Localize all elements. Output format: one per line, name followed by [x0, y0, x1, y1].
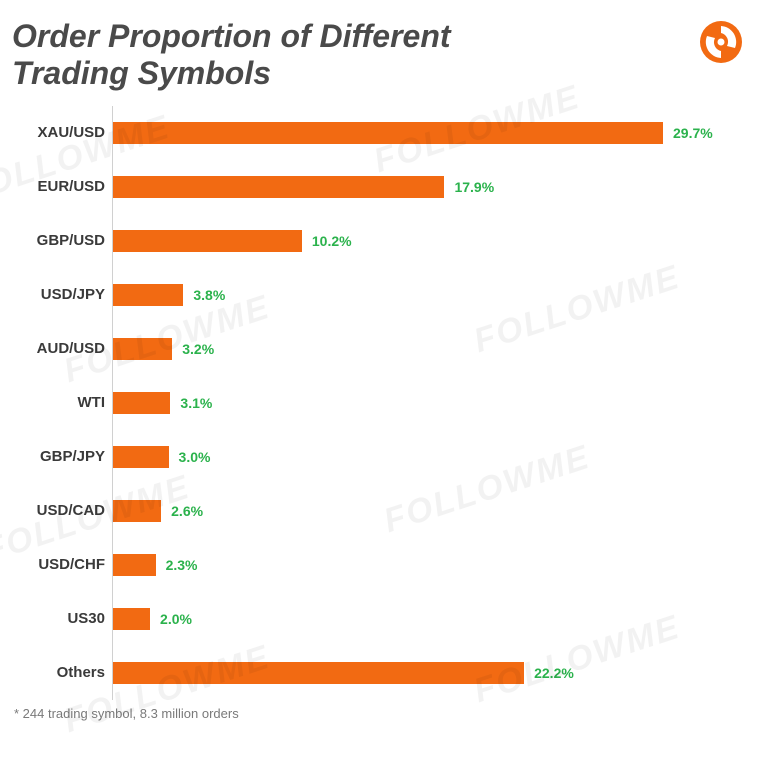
bar	[113, 176, 444, 198]
bar-label: USD/CHF	[9, 556, 105, 573]
bar-row: XAU/USD29.7%	[113, 106, 739, 160]
bar-row: USD/CHF2.3%	[113, 538, 739, 592]
bar-row: EUR/USD17.9%	[113, 160, 739, 214]
followme-logo-icon	[699, 20, 743, 64]
bar-value: 3.0%	[179, 449, 211, 465]
bar	[113, 338, 172, 360]
bar	[113, 284, 183, 306]
bar-row: GBP/USD10.2%	[113, 214, 739, 268]
bar	[113, 230, 302, 252]
bar-chart: XAU/USD29.7%EUR/USD17.9%GBP/USD10.2%USD/…	[112, 106, 739, 700]
bar	[113, 392, 170, 414]
bar-row: USD/JPY3.8%	[113, 268, 739, 322]
bar-row: Others22.2%	[113, 646, 739, 700]
bar-row: GBP/JPY3.0%	[113, 430, 739, 484]
bar-row: AUD/USD3.2%	[113, 322, 739, 376]
footnote: * 244 trading symbol, 8.3 million orders	[14, 706, 739, 721]
bar-value: 17.9%	[454, 179, 494, 195]
bar-row: US302.0%	[113, 592, 739, 646]
bar-label: US30	[9, 610, 105, 627]
page-title: Order Proportion of Different Trading Sy…	[12, 18, 572, 92]
bar-label: USD/CAD	[9, 502, 105, 519]
bar	[113, 608, 150, 630]
bar-value: 22.2%	[534, 665, 574, 681]
bar-value: 29.7%	[673, 125, 713, 141]
chart-container: Order Proportion of Different Trading Sy…	[0, 0, 763, 763]
bar-label: WTI	[9, 394, 105, 411]
bar-label: XAU/USD	[9, 124, 105, 141]
bar	[113, 554, 156, 576]
bar-row: USD/CAD2.6%	[113, 484, 739, 538]
bar-value: 10.2%	[312, 233, 352, 249]
bar	[113, 662, 524, 684]
bar	[113, 446, 169, 468]
bar-value: 3.2%	[182, 341, 214, 357]
bar	[113, 500, 161, 522]
bar-label: EUR/USD	[9, 178, 105, 195]
bar-label: GBP/JPY	[9, 448, 105, 465]
header: Order Proportion of Different Trading Sy…	[12, 18, 739, 92]
bar-value: 2.3%	[166, 557, 198, 573]
bar	[113, 122, 663, 144]
bar-value: 2.6%	[171, 503, 203, 519]
bar-label: USD/JPY	[9, 286, 105, 303]
bar-label: Others	[9, 664, 105, 681]
bar-label: AUD/USD	[9, 340, 105, 357]
bar-label: GBP/USD	[9, 232, 105, 249]
bar-value: 2.0%	[160, 611, 192, 627]
bar-row: WTI3.1%	[113, 376, 739, 430]
bar-value: 3.1%	[180, 395, 212, 411]
bar-value: 3.8%	[193, 287, 225, 303]
